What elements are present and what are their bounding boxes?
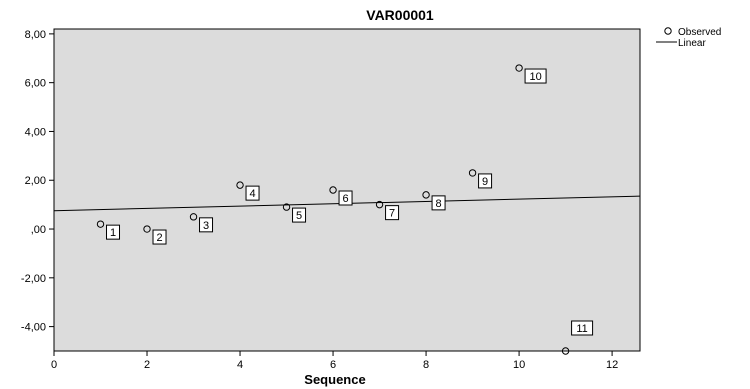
point-label: 6 [342,193,348,205]
y-tick-label: 4,00 [25,126,46,138]
x-axis: 0 2 4 6 8 10 12 [51,351,618,371]
plot-area [53,28,641,352]
y-axis: 8,00 6,00 4,00 2,00 ,00 -2,00 -4,00 [21,29,54,334]
legend-linear-label: Linear [678,38,706,49]
observed-point [515,64,523,72]
chart-title: VAR00001 [366,7,434,23]
point-label: 5 [296,210,302,222]
legend-observed-marker [664,27,672,35]
legend: Observed Linear [656,27,721,49]
point-label-box [199,217,214,233]
observed-point [422,191,430,199]
point-label: 10 [529,71,541,83]
y-tick-label: 6,00 [25,78,46,90]
point-label: 9 [482,176,488,188]
point-label-box [152,229,167,245]
x-tick-label: 8 [423,359,429,371]
x-tick-label: 0 [51,359,57,371]
y-tick-label: -4,00 [21,322,46,334]
point-label-box [106,224,121,240]
point-label: 4 [249,188,255,200]
point-label-box [338,190,353,206]
y-tick-label: -2,00 [21,273,46,285]
observed-point [468,169,477,177]
legend-observed-label: Observed [678,27,721,38]
observed-points-layer: 1 2 3 4 5 6 7 8 9 10 11 [96,64,594,355]
observed-point [282,203,291,211]
point-label-box [524,68,547,84]
point-label: 11 [576,323,587,335]
y-tick-label: 8,00 [25,29,46,41]
x-tick-label: 10 [513,359,525,371]
point-label: 7 [389,208,395,220]
observed-point [561,347,570,355]
observed-point [189,213,198,221]
x-tick-label: 6 [330,359,336,371]
point-label: 3 [203,220,209,232]
y-tick-label: ,00 [31,224,46,236]
point-label-box [292,207,307,223]
point-label-box [245,185,260,201]
observed-point [143,225,151,233]
x-tick-label: 12 [606,359,618,371]
observed-point [236,181,244,189]
point-label-box [571,320,594,336]
x-axis-label: Sequence [304,372,365,387]
point-label: 2 [156,232,162,244]
point-label: 8 [436,198,442,210]
point-label-box [431,195,446,211]
observed-point [329,186,337,194]
observed-point [96,220,105,228]
point-label: 1 [110,227,116,239]
point-label-box [478,173,493,189]
x-tick-label: 2 [144,359,150,371]
observed-point [375,200,384,209]
y-tick-label: 2,00 [25,175,46,187]
point-label-box [385,205,400,221]
x-tick-label: 4 [237,359,243,371]
